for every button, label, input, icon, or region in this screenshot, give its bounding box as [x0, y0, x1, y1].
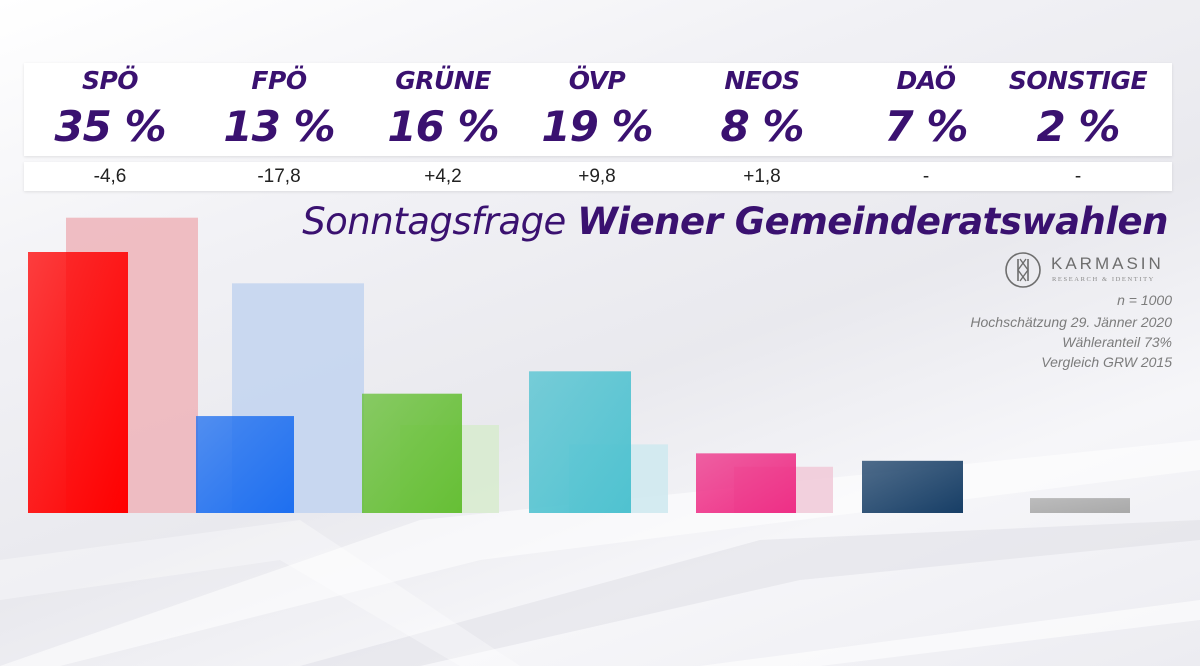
party-change-neos: +1,8	[743, 166, 781, 187]
party-change-sonstige: -	[1074, 166, 1082, 187]
party-percent-ovp: 19 %	[541, 102, 653, 151]
party-name-sonstige: SONSTIGE	[1008, 66, 1148, 95]
bar-current-spo	[28, 252, 128, 513]
party-change-spo: -4,6	[93, 166, 127, 187]
party-percent-neos: 8 %	[720, 102, 805, 151]
party-name-ovp: ÖVP	[568, 66, 626, 95]
party-change-ovp: +9,8	[578, 166, 616, 187]
bar-current-dao	[862, 460, 963, 513]
bar-current-gruene	[362, 393, 462, 513]
party-change-dao: -	[922, 166, 930, 187]
bar-current-ovp	[529, 371, 631, 513]
note-turnout: Wähleranteil 73%	[1062, 334, 1172, 350]
party-percent-gruene: 16 %	[387, 102, 499, 151]
party-name-spo: SPÖ	[81, 66, 139, 95]
party-percent-sonstige: 2 %	[1036, 102, 1121, 151]
bar-current-fpo	[196, 416, 294, 513]
bar-current-sonstige	[1030, 498, 1130, 513]
party-change-fpo: -17,8	[257, 166, 301, 187]
title-light: Sonntagsfrage	[302, 200, 566, 243]
title-bold: Wiener Gemeinderatswahlen	[577, 200, 1168, 243]
bar-current-neos	[696, 453, 796, 513]
party-name-dao: DAÖ	[896, 66, 956, 95]
party-percent-fpo: 13 %	[223, 102, 335, 151]
current-bars	[28, 252, 1130, 513]
chart-title: Sonntagsfrage Wiener Gemeinderatswahlen	[302, 200, 1168, 243]
note-comparison: Vergleich GRW 2015	[1041, 354, 1172, 370]
karmasin-logo: KARMASIN RESEARCH & IDENTITY	[1003, 250, 1173, 290]
note-sample: n = 1000	[1117, 292, 1172, 308]
party-percent-spo: 35 %	[54, 102, 166, 151]
logo-mark-icon	[1005, 252, 1041, 288]
party-change-gruene: +4,2	[424, 166, 462, 187]
results-panel	[24, 63, 1172, 156]
party-name-fpo: FPÖ	[251, 66, 307, 95]
party-name-neos: NEOS	[724, 66, 800, 95]
party-percent-dao: 7 %	[884, 102, 969, 151]
note-projection: Hochschätzung 29. Jänner 2020	[970, 314, 1172, 330]
logo-tagline: RESEARCH & IDENTITY	[1052, 276, 1155, 283]
logo-name: KARMASIN	[1051, 254, 1164, 273]
change-panel	[24, 162, 1172, 191]
party-name-gruene: GRÜNE	[395, 66, 491, 95]
